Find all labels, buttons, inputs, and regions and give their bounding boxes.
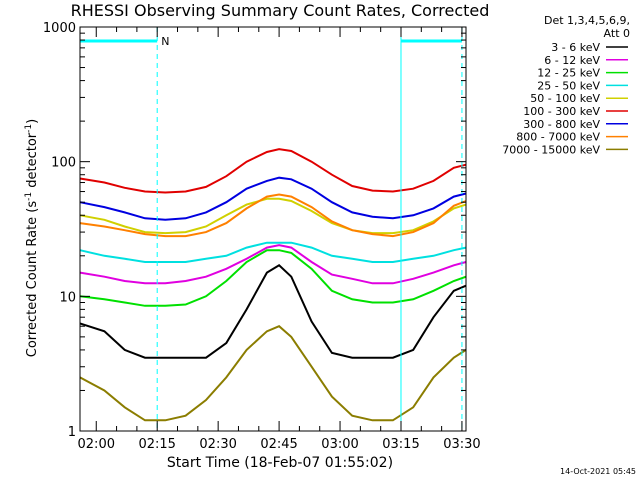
x-tick-label: 02:45 (260, 437, 297, 452)
x-tick-label: 03:30 (443, 437, 480, 452)
date-stamp: 14-Oct-2021 05:45 (560, 467, 636, 476)
plot-frame (79, 26, 467, 432)
series-line-7 (79, 193, 467, 238)
x-tick-label: 02:00 (78, 437, 115, 452)
series-line-4 (79, 197, 467, 235)
legend-label-2: 12 - 25 keV (537, 67, 600, 80)
y-tick-label: 1 (68, 425, 76, 440)
legend-label-4: 50 - 100 keV (530, 92, 600, 105)
series-group (79, 148, 467, 422)
markers-group: N (80, 27, 463, 431)
legend-label-3: 25 - 50 keV (537, 79, 600, 92)
series-line-8 (79, 325, 467, 422)
legend-label-0: 3 - 6 keV (551, 41, 600, 54)
y-tick-label: 1000 (43, 21, 76, 36)
x-tick-label: 02:30 (199, 437, 236, 452)
legend-header-2: Att 0 (604, 27, 630, 40)
axes-group: 1 10 100 1000 02:00 02:15 02:30 02:45 03:00 03:15… (43, 21, 481, 452)
chart-title: RHESSI Observing Summary Count Rates, Co… (71, 1, 490, 20)
series-line-1 (79, 244, 467, 285)
series-line-3 (79, 241, 467, 263)
legend-label-5: 100 - 300 keV (523, 105, 600, 118)
x-tick-label: 03:00 (321, 437, 358, 452)
x-tick-label: 02:15 (138, 437, 175, 452)
legend-label-7: 800 - 7000 keV (516, 131, 600, 144)
y-axis-label: Corrected Count Rate (s-1 detector-1) (24, 119, 40, 357)
series-line-2 (79, 249, 467, 307)
y-tick-label: 10 (59, 290, 76, 305)
legend-header-1: Det 1,3,4,5,6,9, (544, 14, 630, 27)
series-line-5 (79, 148, 467, 194)
x-axis-label: Start Time (18-Feb-07 01:55:02) (167, 455, 393, 471)
x-tick-label: 03:15 (382, 437, 419, 452)
legend-label-6: 300 - 800 keV (523, 118, 600, 131)
y-tick-label: 100 (51, 156, 76, 171)
legend-label-8: 7000 - 15000 keV (502, 143, 600, 156)
series-line-0 (79, 264, 467, 359)
attenuator-label: N (161, 35, 169, 48)
series-line-6 (79, 176, 467, 221)
legend-label-1: 6 - 12 keV (544, 54, 600, 67)
